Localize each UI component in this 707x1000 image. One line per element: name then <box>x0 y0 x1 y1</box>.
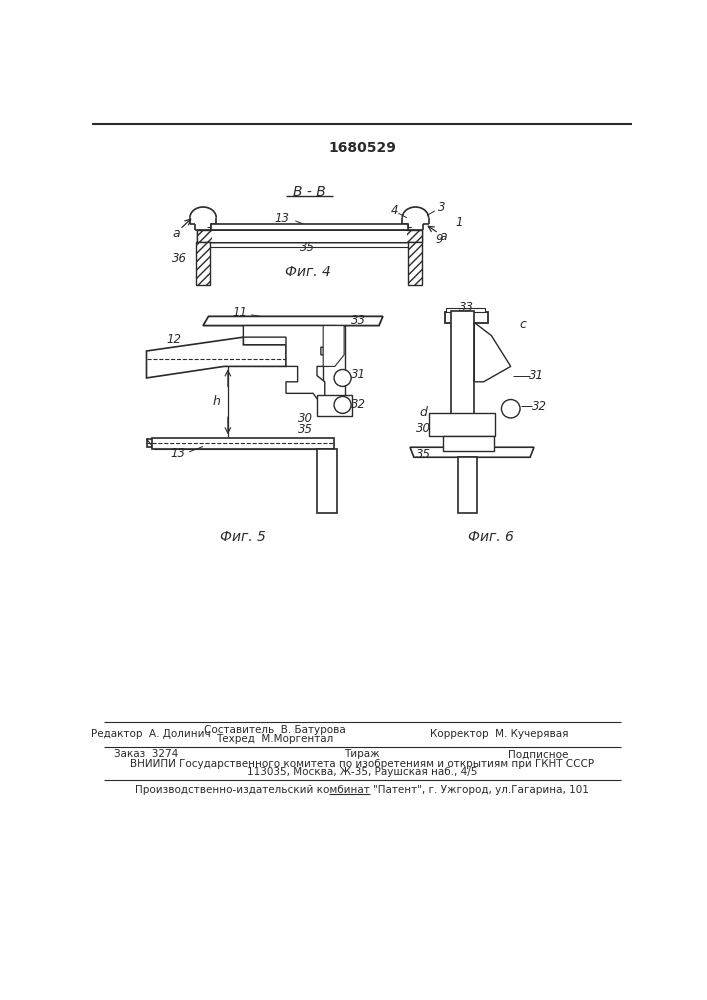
Text: Фиг. 5: Фиг. 5 <box>221 530 267 544</box>
Text: Редактор  А. Долинич: Редактор А. Долинич <box>90 729 210 739</box>
Text: 9: 9 <box>436 233 443 246</box>
Polygon shape <box>146 337 286 378</box>
Text: Заказ  3274: Заказ 3274 <box>115 749 179 759</box>
Text: 33: 33 <box>351 314 366 327</box>
Text: 12: 12 <box>166 333 181 346</box>
Polygon shape <box>203 316 383 326</box>
Text: a: a <box>173 227 180 240</box>
Bar <box>196 242 210 285</box>
Polygon shape <box>410 447 534 457</box>
Text: 1680529: 1680529 <box>328 141 396 155</box>
Bar <box>211 224 408 230</box>
Text: 33: 33 <box>459 301 474 314</box>
Text: 4: 4 <box>391 204 398 217</box>
Text: Составитель  В. Батурова: Составитель В. Батурова <box>204 725 345 735</box>
Text: Корректор  М. Кучерявая: Корректор М. Кучерявая <box>430 729 568 739</box>
Text: 30: 30 <box>298 412 313 425</box>
Bar <box>152 438 334 449</box>
Text: 32: 32 <box>532 400 547 413</box>
Text: Подписное: Подписное <box>508 749 568 759</box>
Polygon shape <box>474 323 510 382</box>
Text: h: h <box>212 395 220 408</box>
Bar <box>443 436 493 451</box>
Text: 31: 31 <box>351 368 366 381</box>
Text: 13: 13 <box>274 212 290 225</box>
Bar <box>446 308 485 312</box>
Text: Фиг. 4: Фиг. 4 <box>285 265 331 279</box>
Polygon shape <box>323 326 344 366</box>
Bar <box>211 231 407 242</box>
Text: 13: 13 <box>170 447 185 460</box>
Text: Производственно-издательский комбинат "Патент", г. Ужгород, ул.Гагарина, 101: Производственно-издательский комбинат "П… <box>135 785 589 795</box>
Text: c: c <box>519 318 526 331</box>
Text: a: a <box>440 230 447 243</box>
Text: 113035, Москва, Ж-35, Раушская наб., 4/5: 113035, Москва, Ж-35, Раушская наб., 4/5 <box>247 767 477 777</box>
Text: 1: 1 <box>455 216 462 229</box>
Bar <box>451 311 474 436</box>
Text: 30: 30 <box>416 422 431 434</box>
Circle shape <box>334 369 351 386</box>
Text: d: d <box>419 406 427 419</box>
Bar <box>458 457 477 513</box>
Bar <box>323 326 345 399</box>
Text: 3: 3 <box>438 201 445 214</box>
Bar <box>445 312 488 323</box>
Circle shape <box>501 400 520 418</box>
Bar <box>197 230 421 242</box>
Text: ВНИИПИ Государственного комитета по изобретениям и открытиям при ГКНТ СССР: ВНИИПИ Государственного комитета по изоб… <box>130 759 594 769</box>
Text: Техред  М.Моргентал: Техред М.Моргентал <box>216 734 333 744</box>
Text: 35: 35 <box>298 423 313 436</box>
Bar <box>317 395 352 416</box>
Bar <box>429 413 495 436</box>
Text: 36: 36 <box>173 252 187 265</box>
Bar <box>317 449 337 513</box>
Bar <box>409 242 422 285</box>
Text: 35: 35 <box>416 448 431 461</box>
Text: 11: 11 <box>232 306 247 319</box>
Text: Тираж: Тираж <box>344 749 380 759</box>
Polygon shape <box>243 326 337 399</box>
Polygon shape <box>146 439 329 447</box>
Text: Фиг. 6: Фиг. 6 <box>469 530 514 544</box>
Text: В - В: В - В <box>293 185 326 199</box>
Text: 32: 32 <box>351 398 366 411</box>
Text: 35: 35 <box>300 241 315 254</box>
Text: 31: 31 <box>529 369 544 382</box>
Circle shape <box>334 396 351 413</box>
